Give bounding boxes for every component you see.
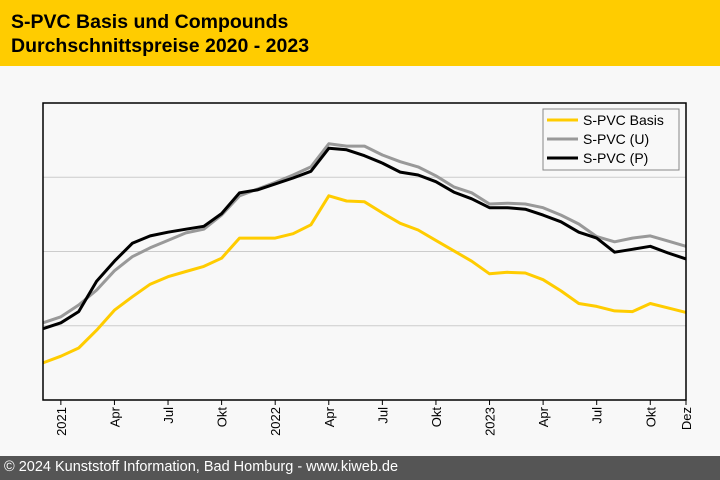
line-chart: 2021 Apr Jul Okt 2022 Apr Jul Okt 2023 Apr Jul Okt D… [42,102,694,436]
legend: S-PVC Basis S-PVC (U) S-PVC (P) [542,108,680,171]
x-tick-label: Jul [590,407,605,424]
chart-title-line2: Durchschnittspreise 2020 - 2023 [11,35,310,57]
x-tick-label: Okt [215,407,230,428]
x-tick-label: 2022 [268,407,283,436]
x-tick-label: Apr [536,406,551,427]
x-axis-ticks: 2021 Apr Jul Okt 2022 Apr Jul Okt 2023 Apr Jul Okt D… [54,400,694,436]
gridlines [43,176,686,327]
copyright-text: © 2024 Kunststoff Information, Bad Hombu… [4,459,399,475]
x-tick-label: Okt [429,407,444,428]
x-tick-label: 2021 [54,407,69,436]
x-tick-label: Jul [161,407,176,424]
x-tick-label: Dez [679,407,694,430]
chart-title-line1: S-PVC Basis und Compounds [11,11,289,33]
legend-label: S-PVC (P) [583,150,648,166]
x-tick-label: 2023 [483,407,498,436]
x-tick-label: Jul [375,407,390,424]
plot-frame [42,102,687,401]
x-tick-label: Apr [107,406,122,427]
series-line-s-pvc-u [42,142,687,325]
x-tick-label: Apr [322,406,337,427]
legend-label: S-PVC Basis [583,112,664,128]
series-lines [42,142,687,365]
x-tick-label: Okt [643,407,658,428]
footer-bar: © 2024 Kunststoff Information, Bad Hombu… [0,456,720,480]
series-line-s-pvc-p [42,146,687,331]
series-line-s-pvc-basis [42,194,687,365]
legend-label: S-PVC (U) [583,131,649,147]
header-banner: S-PVC Basis und Compounds Durchschnittsp… [0,0,720,66]
